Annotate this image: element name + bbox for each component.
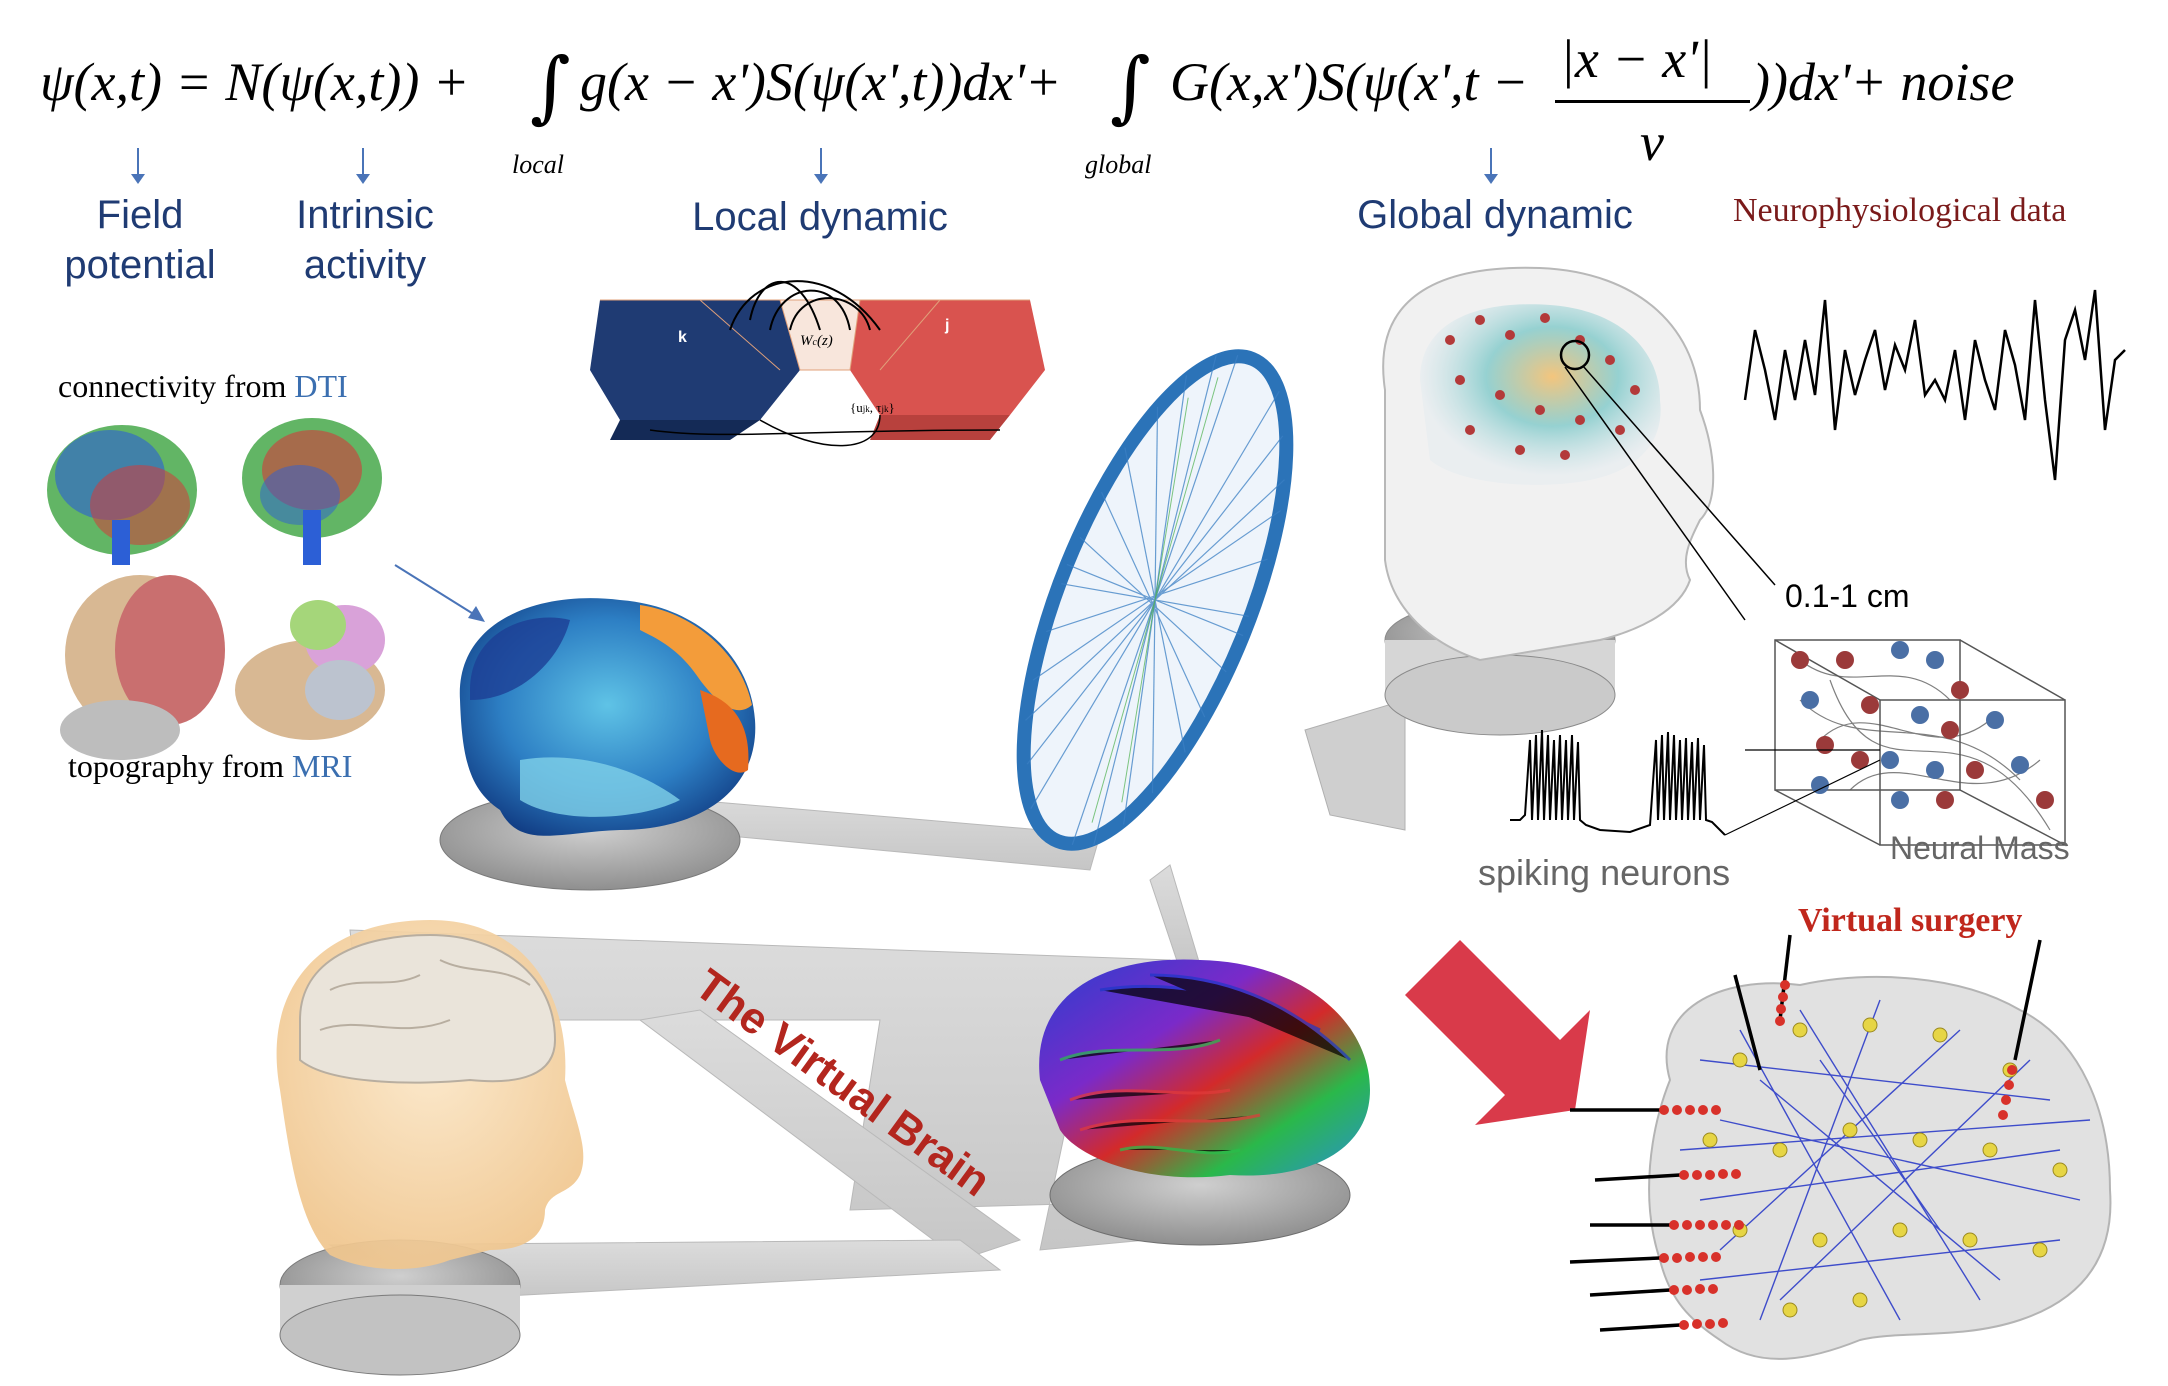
scale-label: 0.1-1 cm bbox=[1785, 578, 1910, 614]
label-virtual-surgery: Virtual surgery bbox=[1798, 902, 2023, 939]
equation-global-term-b: ))dx'+ noise bbox=[1752, 52, 2015, 112]
mri-brain-2 bbox=[235, 600, 385, 740]
connector-triangle bbox=[1304, 699, 1406, 831]
spike-trace bbox=[1510, 729, 1726, 836]
label-neurophysiological-data: Neurophysiological data bbox=[1733, 192, 2067, 229]
dti-tractography-1 bbox=[47, 425, 197, 565]
local-dynamic-mesh: k j Wc(z) {ujk, τjk} bbox=[590, 280, 1045, 447]
equation-lhs: ψ(x,t) = N(ψ(x,t)) + bbox=[40, 52, 470, 112]
mesh-label-w-sub: c bbox=[813, 337, 818, 348]
svg-text:Wc(z): Wc(z) bbox=[800, 333, 833, 349]
connectome-ring bbox=[1016, 349, 1294, 851]
label-local-dynamic: Local dynamic bbox=[692, 195, 948, 239]
fraction-bar bbox=[1555, 100, 1750, 103]
head-anatomy bbox=[276, 920, 584, 1270]
equation-fraction-num: |x − x'| bbox=[1560, 29, 1713, 89]
caption-topography-prefix: topography from bbox=[68, 748, 292, 784]
mesh-label-conn-mid: , τ bbox=[870, 400, 882, 415]
arrow-dti-icon bbox=[468, 606, 485, 622]
mesh-label-conn-sub: jk bbox=[862, 404, 871, 414]
eeg-trace bbox=[1743, 289, 2126, 481]
label-intrinsic-activity: Intrinsic activity bbox=[296, 193, 434, 287]
integral-local-icon: ∫ bbox=[530, 42, 571, 132]
equation: ψ(x,t) = N(ψ(x,t)) + ∫ local g(x − x')S(… bbox=[40, 32, 2140, 230]
label-field-potential: Field potential bbox=[64, 193, 216, 287]
neural-mass-connections bbox=[1799, 659, 2051, 831]
dti-tractography-2 bbox=[242, 418, 382, 565]
global-head bbox=[1382, 266, 1715, 662]
caption-connectivity-prefix: connectivity from bbox=[58, 368, 295, 404]
surgery-brain bbox=[1569, 934, 2112, 1360]
svg-text:{ujk, τjk}: {ujk, τjk} bbox=[850, 400, 895, 415]
arrow-global-icon bbox=[1484, 148, 1498, 184]
red-arrow-icon bbox=[1405, 940, 1590, 1125]
mesh-label-conn: {u bbox=[850, 400, 863, 415]
arrow-intrinsic-icon bbox=[356, 148, 370, 184]
mesh-label-conn-end: } bbox=[889, 400, 895, 415]
equation-local-term: g(x − x')S(ψ(x',t))dx'+ bbox=[580, 52, 1062, 112]
mesh-label-conn-sub2: jk bbox=[881, 404, 890, 414]
label-neural-mass: Neural Mass bbox=[1890, 830, 2070, 866]
caption-topography-mri: MRI bbox=[291, 748, 353, 784]
mesh-label-w: W bbox=[800, 333, 814, 349]
equation-sub-local: local bbox=[512, 150, 564, 179]
parcellated-brain bbox=[459, 598, 756, 836]
label-spiking-neurons: spiking neurons bbox=[1478, 852, 1731, 893]
arrow-local-icon bbox=[814, 148, 828, 184]
neural-mass-nodes bbox=[1791, 641, 2054, 809]
equation-global-term-a: G(x,x')S(ψ(x',t − bbox=[1170, 52, 1529, 112]
arrow-field-icon bbox=[131, 148, 145, 184]
integral-global-icon: ∫ bbox=[1110, 42, 1151, 132]
mri-brain-1 bbox=[60, 575, 225, 760]
caption-connectivity: connectivity from DTI bbox=[58, 368, 348, 405]
caption-connectivity-dti: DTI bbox=[294, 368, 348, 404]
equation-fraction-den: v bbox=[1640, 112, 1664, 172]
neural-mass-cube bbox=[1774, 639, 2066, 846]
mesh-label-w-arg: (z) bbox=[817, 333, 833, 349]
caption-topography: topography from MRI bbox=[68, 748, 352, 785]
mesh-label-k: k bbox=[678, 329, 687, 346]
equation-sub-global: global bbox=[1085, 150, 1152, 179]
zoom-circle-icon bbox=[1559, 339, 1591, 371]
label-global-dynamic: Global dynamic bbox=[1357, 193, 1633, 237]
mesh-label-j: j bbox=[944, 317, 949, 334]
tractography-brain bbox=[1039, 959, 1370, 1178]
